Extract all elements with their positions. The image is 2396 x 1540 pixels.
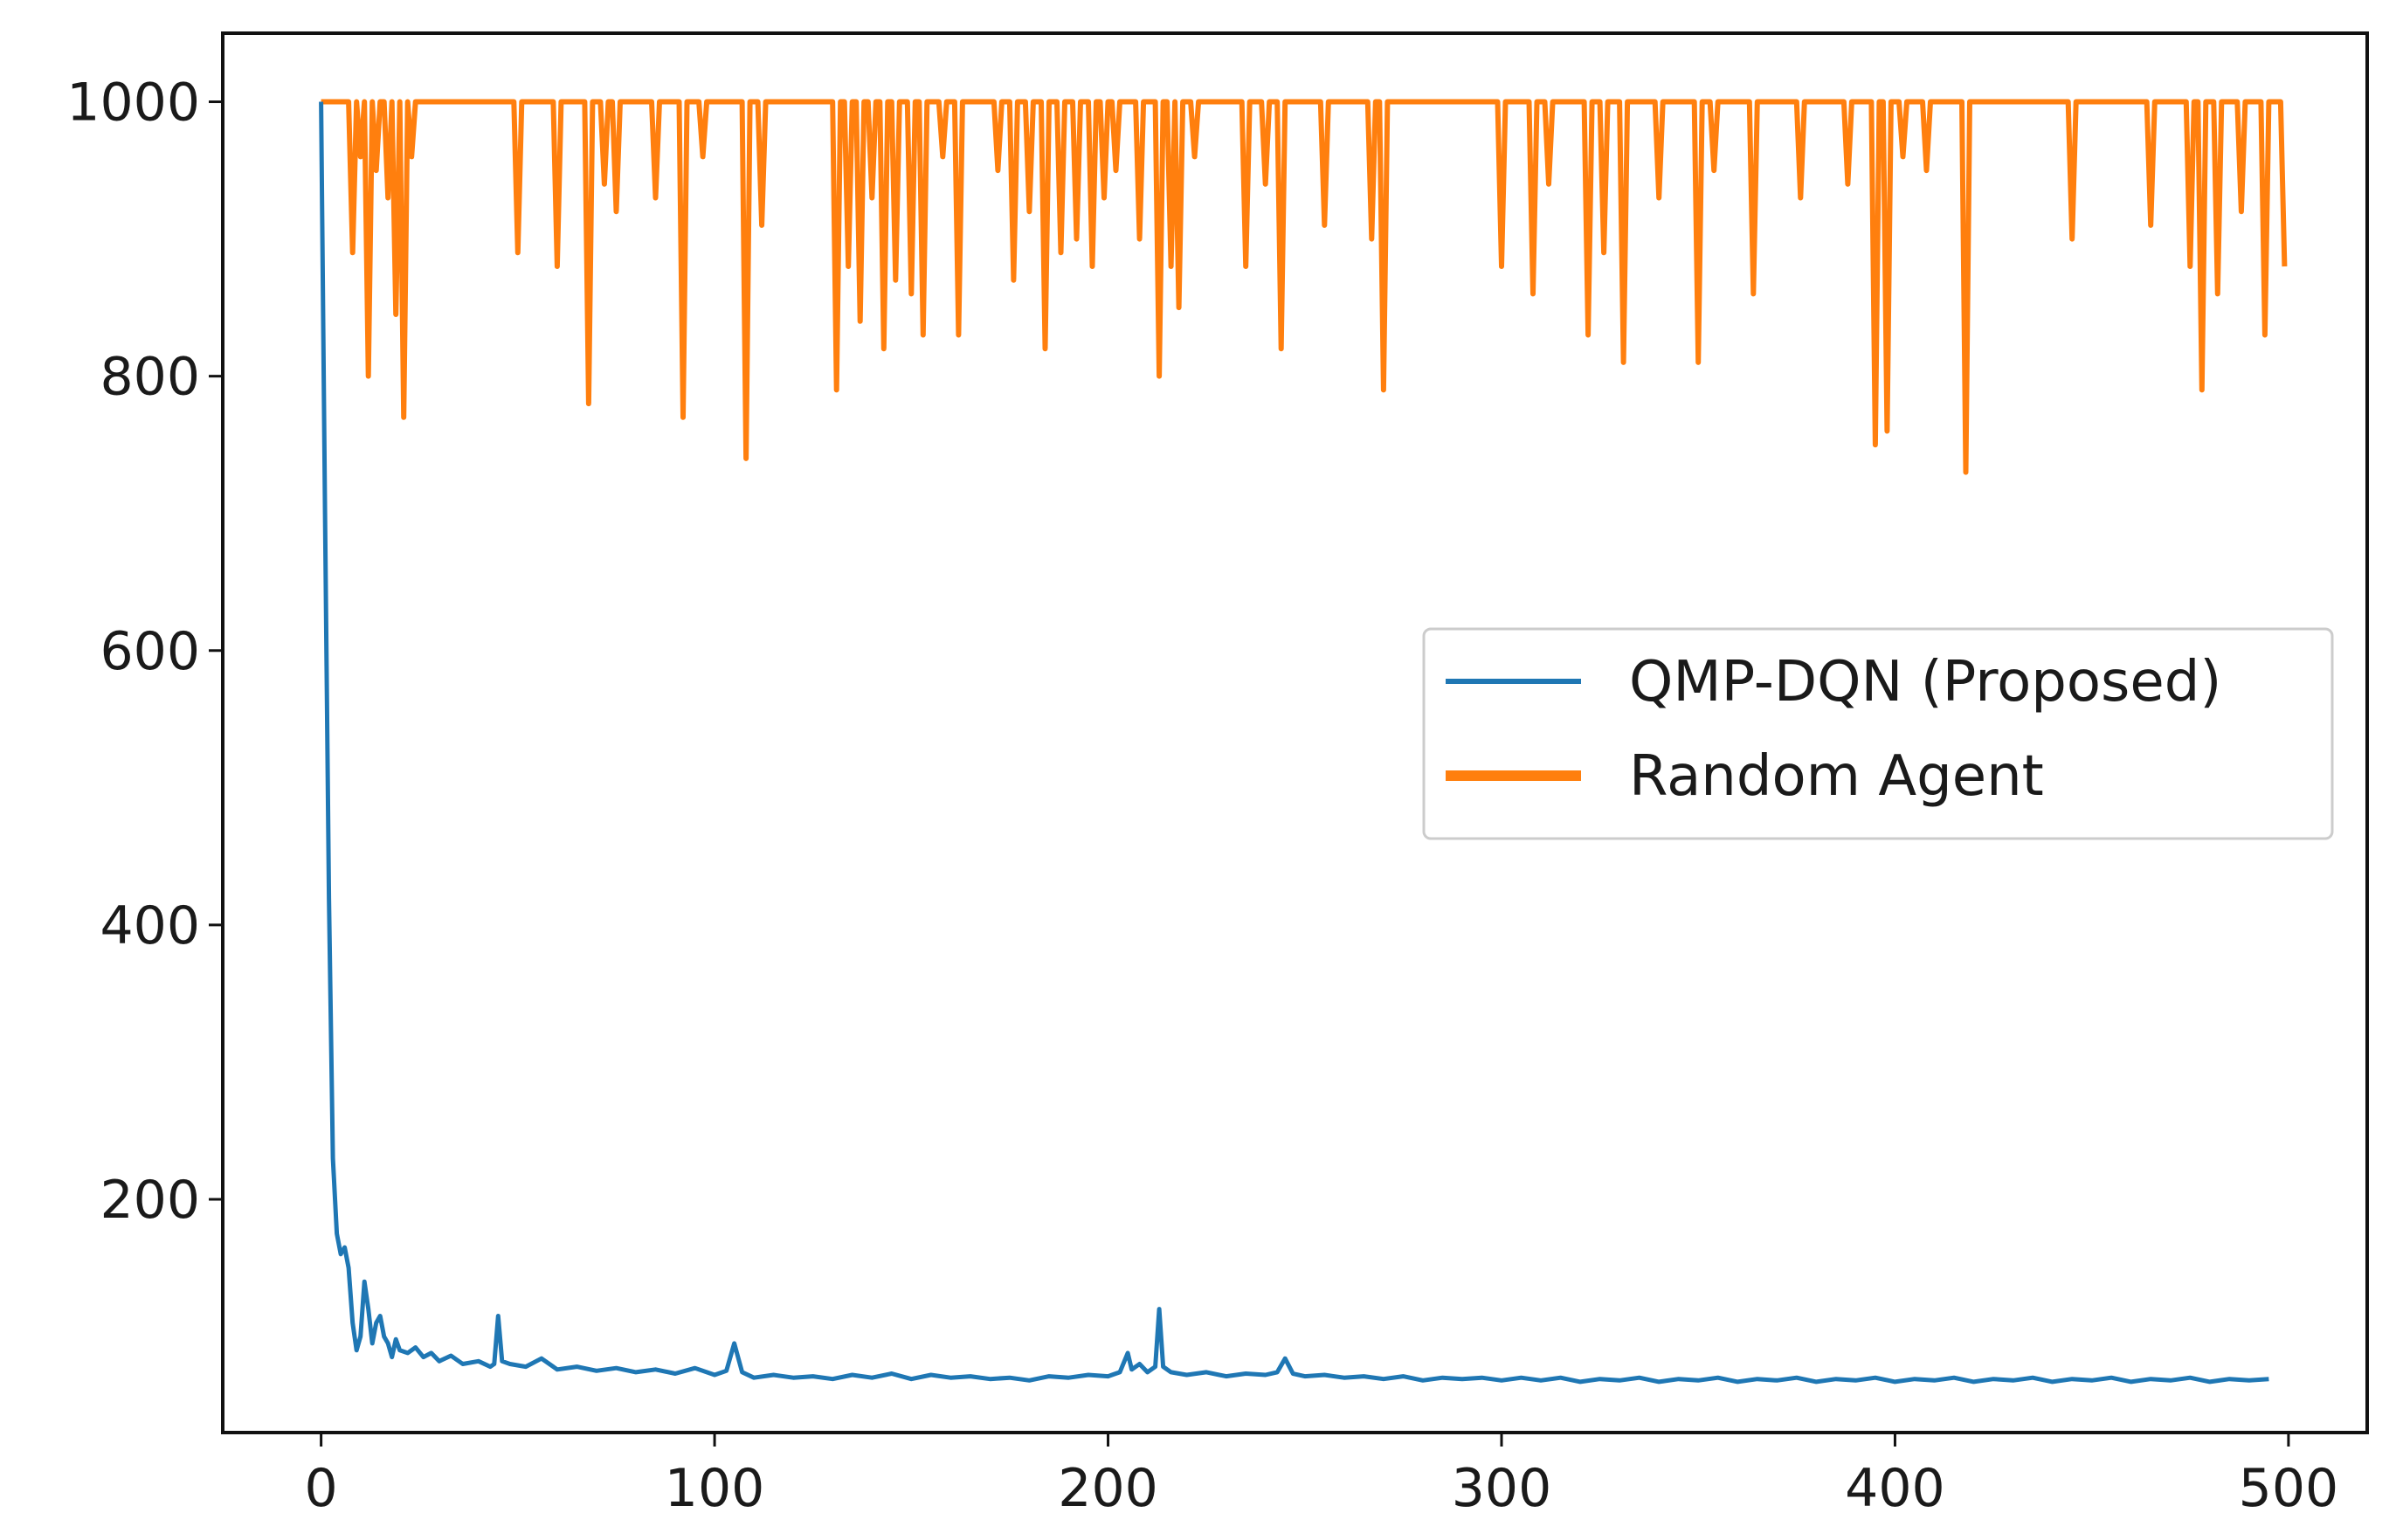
x-tick-label: 400	[1845, 1458, 1945, 1519]
y-tick-label: 400	[100, 895, 200, 956]
legend-box	[1422, 627, 2334, 840]
x-tick-label: 200	[1058, 1458, 1158, 1519]
y-tick-label: 800	[100, 347, 200, 408]
x-tick-label: 0	[305, 1458, 338, 1519]
y-tick-label: 600	[100, 621, 200, 682]
legend: QMP-DQN (Proposed) Random Agent	[1422, 627, 2334, 840]
x-tick-label: 500	[2239, 1458, 2339, 1519]
plot-frame	[221, 31, 2369, 1434]
legend-label-random-agent: Random Agent	[1629, 744, 2044, 809]
x-tick-label: 300	[1452, 1458, 1552, 1519]
y-tick-label: 1000	[66, 73, 200, 134]
series-layer	[319, 99, 2288, 1385]
x-tick-label: 100	[665, 1458, 765, 1519]
legend-label-qmp-dqn: QMP-DQN (Proposed)	[1629, 650, 2221, 715]
y-tick-label: 200	[100, 1170, 200, 1231]
y-axis: 200 400 600 800 1000	[66, 73, 223, 1231]
series-qmp-dqn	[319, 101, 2269, 1385]
series-random-agent	[321, 99, 2288, 475]
x-axis: 0 100 200 300 400 500	[305, 1433, 2339, 1519]
